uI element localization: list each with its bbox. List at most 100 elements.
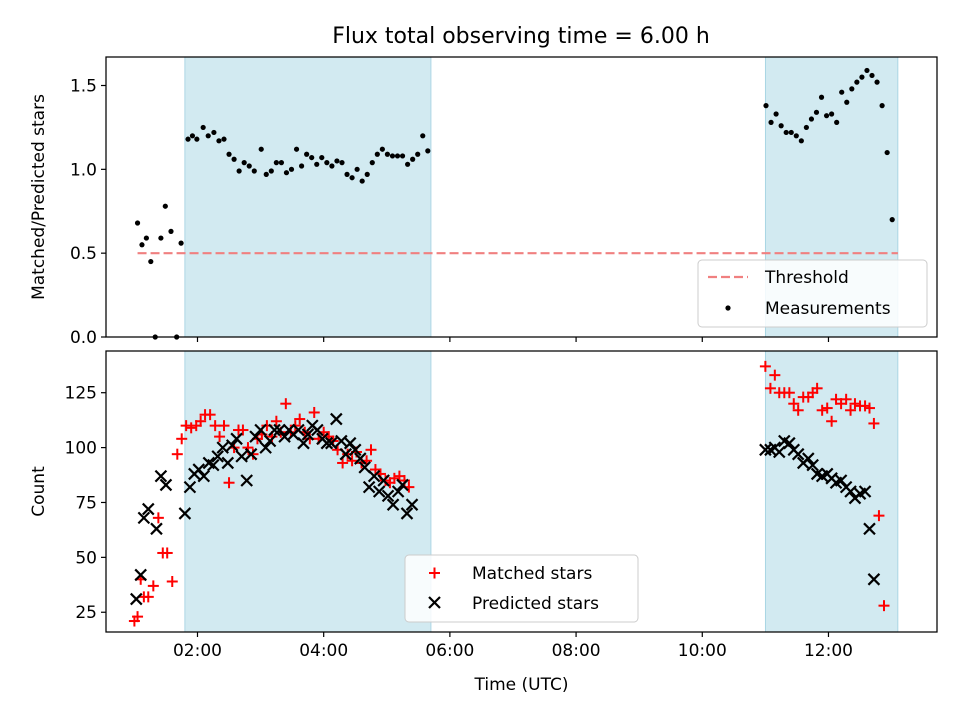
measurements-point <box>808 116 815 122</box>
predicted-stars-point <box>391 485 405 498</box>
predicted-stars-point <box>324 436 338 450</box>
measurements-point <box>359 178 365 184</box>
measurements-point <box>813 109 820 115</box>
x-tick-label: 08:00 <box>552 641 601 661</box>
matched-stars-point <box>826 415 838 427</box>
predicted-stars-point <box>386 498 400 511</box>
measurements-point <box>268 168 274 174</box>
predicted-stars-point <box>372 485 386 498</box>
matched-stars-point <box>346 455 358 467</box>
predicted-stars-point <box>377 474 390 487</box>
matched-stars-point <box>388 472 400 484</box>
measurements-point <box>425 148 431 154</box>
measurements-point <box>859 74 865 80</box>
matched-stars-point <box>294 413 306 425</box>
measurements-point <box>293 146 300 152</box>
matched-stars-point <box>152 512 164 524</box>
measurements-point <box>278 160 285 166</box>
y-tick-label: 100 <box>65 439 97 459</box>
measurements-point <box>864 67 870 74</box>
matched-stars-point <box>764 382 776 394</box>
measurements-point <box>334 158 340 164</box>
matched-stars-point <box>769 369 781 381</box>
measurements-point <box>319 154 325 161</box>
predicted-stars-point <box>197 469 211 483</box>
measurements-point <box>369 160 375 166</box>
measurements-point <box>349 175 355 181</box>
measurements-point <box>246 163 252 169</box>
y-tick-label: 25 <box>75 603 97 623</box>
predicted-stars-point <box>159 478 173 492</box>
matched-stars-point <box>788 398 800 410</box>
predicted-stars-point <box>806 458 819 472</box>
ratio-panel: 0.0 0.5 1.0 1.5 Matched/Predicted stars Thr… <box>29 56 938 348</box>
legend-matched-label: Matched stars <box>472 564 592 584</box>
matched-stars-point <box>308 406 320 418</box>
measurements-point <box>879 103 885 109</box>
predicted-stars-point <box>254 423 267 437</box>
measurements-point <box>405 161 411 167</box>
predicted-stars-point <box>268 423 281 437</box>
measurements-point <box>314 161 320 167</box>
predicted-stars-point <box>863 522 876 536</box>
measurements-point <box>162 203 168 209</box>
predicted-stars-point <box>405 498 419 511</box>
matched-stars-point <box>180 420 192 432</box>
count-panel: 25 50 75 100 125 02:00 04:00 06:00 08:00 10:00 12… <box>29 350 938 695</box>
measurements-point <box>379 146 385 152</box>
legend-matched-swatch <box>429 567 440 579</box>
legend-predicted-swatch <box>428 596 441 609</box>
measurements-point <box>394 153 401 159</box>
measurements-point <box>231 156 237 162</box>
measurements-point <box>803 124 809 131</box>
matched-stars-point <box>821 402 833 414</box>
matched-stars-point <box>247 448 259 460</box>
predicted-stars-point <box>791 447 805 461</box>
measurements-point <box>226 151 232 157</box>
measurements-point <box>251 168 257 174</box>
matched-stars-point <box>811 382 823 394</box>
matched-stars-point <box>204 409 216 421</box>
ratio-plot-frame <box>105 56 938 338</box>
measurements-point <box>143 235 149 241</box>
predicted-stars-point <box>137 511 151 525</box>
matched-stars-point <box>365 444 377 456</box>
predicted-stars-point <box>221 456 235 470</box>
matched-stars-point <box>816 404 828 416</box>
measurements-point <box>236 168 242 174</box>
predicted-stars-point <box>396 478 409 492</box>
y-tick-label: 0.5 <box>70 244 97 264</box>
legend-box <box>404 554 639 623</box>
matched-stars-point <box>147 580 159 592</box>
predicted-stars-point <box>354 452 367 465</box>
measurements-point <box>783 129 789 136</box>
measurements-point <box>778 123 784 129</box>
predicted-stars-point <box>400 507 414 520</box>
measurements-point <box>364 171 370 177</box>
predicted-stars-point <box>339 447 353 461</box>
matched-stars-point <box>237 424 249 436</box>
predicted-stars-point <box>263 434 277 448</box>
measurements-point <box>324 160 330 166</box>
predicted-stars-point <box>278 430 291 443</box>
measurements-point <box>410 156 416 162</box>
predicted-stars-point <box>154 469 168 483</box>
predicted-stars-point <box>858 485 872 498</box>
matched-stars-point <box>142 591 154 603</box>
measurements-point <box>768 119 774 125</box>
measurements-point <box>854 79 860 85</box>
matched-stars-point <box>185 422 197 434</box>
measurements-point <box>241 160 247 166</box>
measurements-point <box>849 86 855 92</box>
predicted-stars-point <box>301 428 315 441</box>
measurements-point <box>168 228 174 234</box>
predicted-stars-point <box>362 480 376 494</box>
measurements-point <box>258 146 264 152</box>
x-tick-label: 06:00 <box>425 641 474 661</box>
matched-stars-point <box>223 477 235 489</box>
measurements-point <box>798 138 804 144</box>
measurements-point <box>148 258 154 265</box>
predicted-stars-point <box>297 436 310 450</box>
matched-stars-point <box>166 576 178 588</box>
